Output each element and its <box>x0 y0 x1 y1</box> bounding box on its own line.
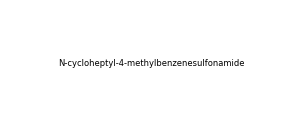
Text: N-cycloheptyl-4-methylbenzenesulfonamide: N-cycloheptyl-4-methylbenzenesulfonamide <box>58 60 244 68</box>
